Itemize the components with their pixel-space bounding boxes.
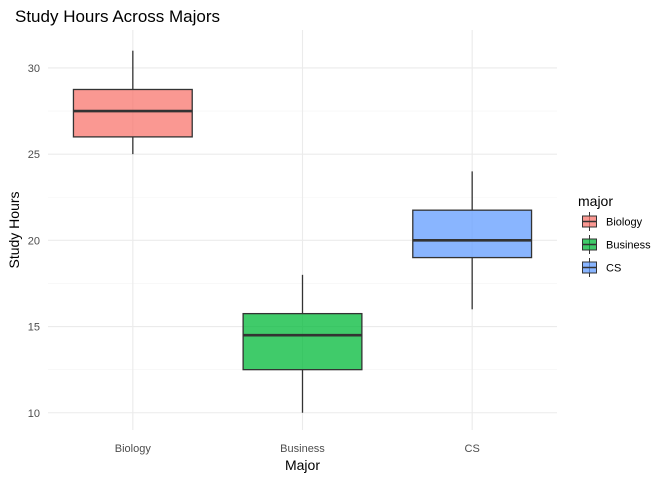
legend-label: CS	[606, 263, 621, 275]
y-tick-label: 10	[28, 408, 40, 420]
box-business	[242, 274, 363, 413]
chart-title: Study Hours Across Majors	[15, 7, 220, 26]
y-tick-label: 15	[28, 322, 40, 334]
y-tick-label: 25	[28, 149, 40, 161]
x-tick-label: Biology	[115, 443, 152, 455]
legend-item-business: Business	[582, 235, 651, 254]
legend-item-biology: Biology	[582, 212, 643, 231]
legend: major Biology Business CS	[578, 193, 651, 277]
y-axis-ticks: 10 15 20 25 30	[28, 63, 40, 420]
box-body	[412, 209, 533, 259]
x-tick-label: CS	[465, 443, 480, 455]
box-body	[242, 312, 363, 371]
box-series	[72, 50, 533, 413]
y-tick-label: 30	[28, 63, 40, 75]
legend-title: major	[578, 193, 613, 209]
box-body	[72, 88, 193, 138]
legend-item-cs: CS	[582, 258, 621, 277]
x-tick-label: Business	[280, 443, 325, 455]
box-cs	[412, 171, 533, 310]
y-axis-title: Study Hours	[6, 191, 22, 268]
legend-label: Business	[606, 240, 651, 252]
legend-label: Biology	[606, 217, 643, 229]
box-biology	[72, 50, 193, 155]
x-axis-title: Major	[285, 457, 320, 473]
x-axis-ticks: Biology Business CS	[115, 443, 480, 455]
y-tick-label: 20	[28, 235, 40, 247]
